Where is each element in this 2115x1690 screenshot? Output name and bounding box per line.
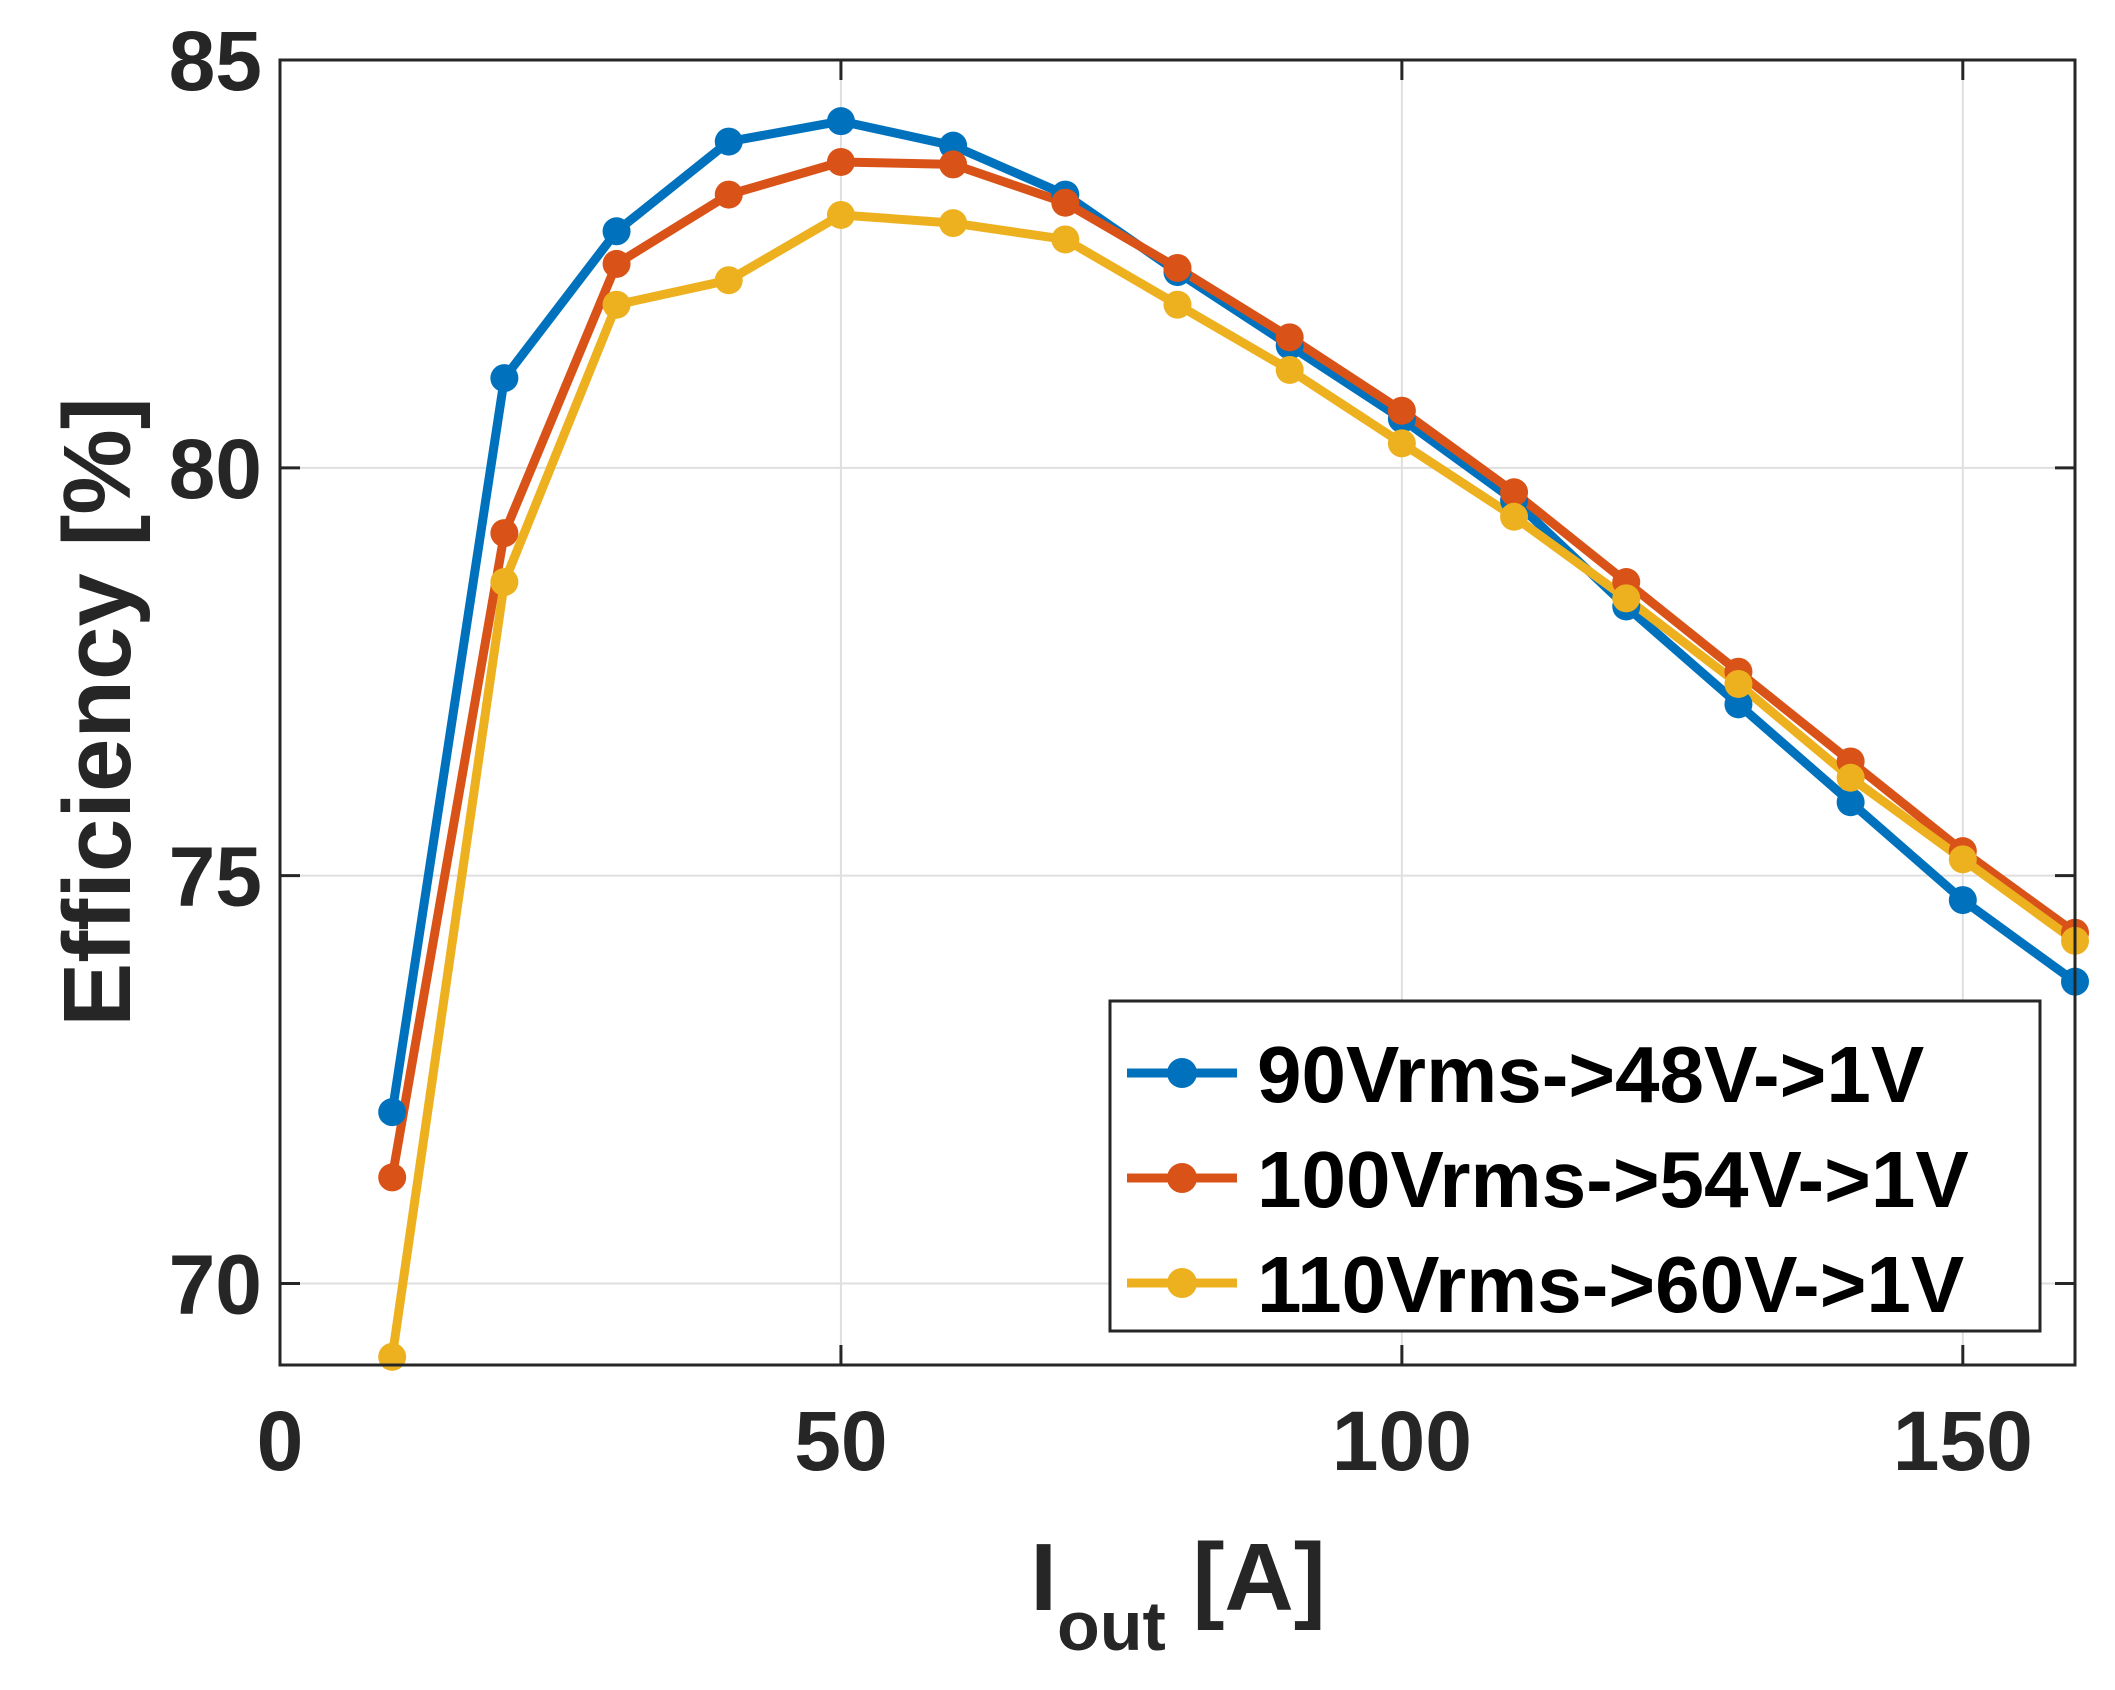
data-point-s1	[714, 127, 743, 156]
data-point-s1	[1948, 886, 1977, 915]
data-point-s2	[1275, 323, 1304, 352]
data-point-s2	[1163, 253, 1192, 282]
legend-label-3: 110Vrms->60V->1V	[1257, 1240, 1964, 1329]
x-tick-label: 100	[1332, 1394, 1472, 1488]
data-point-s1	[826, 107, 855, 136]
legend: 90Vrms->48V->1V 100Vrms->54V->1V 110Vrms->…	[1108, 999, 2042, 1333]
data-point-s3	[1387, 429, 1416, 458]
y-tick-label: 80	[169, 422, 262, 516]
tick-labels: 0 50 100 150 70 75 80 85	[169, 14, 2033, 1488]
series-line-1	[387, 116, 2080, 1117]
data-point-s1	[490, 364, 519, 393]
series-markers	[378, 107, 2089, 1371]
legend-marker-3	[1167, 1268, 1197, 1298]
data-point-s3	[1612, 584, 1641, 613]
x-axis-label: Iout [A]	[1030, 1524, 1325, 1665]
data-point-s2	[1051, 188, 1080, 217]
legend-label-2: 100Vrms->54V->1V	[1257, 1135, 1969, 1224]
series-lines	[387, 116, 2080, 1362]
data-point-s3	[714, 266, 743, 295]
data-point-s2	[1500, 478, 1529, 507]
data-point-s2	[939, 150, 968, 179]
legend-marker-2	[1167, 1163, 1197, 1193]
data-point-s2	[826, 147, 855, 176]
y-axis-label: Efficiency [%]	[44, 397, 151, 1026]
data-point-s2	[490, 519, 519, 548]
data-point-s1	[1836, 788, 1865, 817]
series-line-3	[387, 210, 2080, 1362]
x-axis-label-unit: [A]	[1166, 1524, 1326, 1631]
data-point-s3	[1163, 290, 1192, 319]
legend-box	[1108, 999, 2042, 1333]
x-axis-label-sub: out	[1057, 1587, 1166, 1665]
x-tick-label: 0	[257, 1394, 304, 1488]
data-point-s2	[1387, 396, 1416, 425]
data-point-s1	[602, 217, 631, 246]
data-point-s3	[490, 568, 519, 596]
data-point-s3	[1836, 763, 1865, 792]
data-point-s3	[1500, 502, 1529, 531]
data-point-s3	[1948, 845, 1977, 874]
legend-marker-1	[1167, 1058, 1197, 1088]
data-point-s3	[1275, 355, 1304, 384]
plot-border	[278, 58, 2077, 1367]
x-tick-label: 150	[1893, 1394, 2033, 1488]
data-point-s3	[939, 209, 968, 238]
y-tick-label: 70	[169, 1237, 262, 1331]
data-point-s2	[602, 249, 631, 278]
y-tick-label: 85	[169, 14, 262, 108]
data-point-s1	[378, 1098, 407, 1127]
data-point-s3	[1724, 669, 1753, 698]
x-axis-label-main: I	[1030, 1524, 1057, 1631]
data-point-s3	[378, 1342, 407, 1371]
data-point-s2	[378, 1163, 407, 1192]
data-point-s2	[714, 180, 743, 209]
y-tick-label: 75	[169, 830, 262, 924]
data-point-s1	[1724, 690, 1753, 719]
data-point-s3	[826, 200, 855, 229]
x-tick-label: 50	[794, 1394, 887, 1488]
legend-label-1: 90Vrms->48V->1V	[1257, 1030, 1924, 1119]
data-point-s3	[1051, 225, 1080, 254]
series-line-2	[387, 157, 2080, 1182]
data-point-s3	[602, 290, 631, 319]
